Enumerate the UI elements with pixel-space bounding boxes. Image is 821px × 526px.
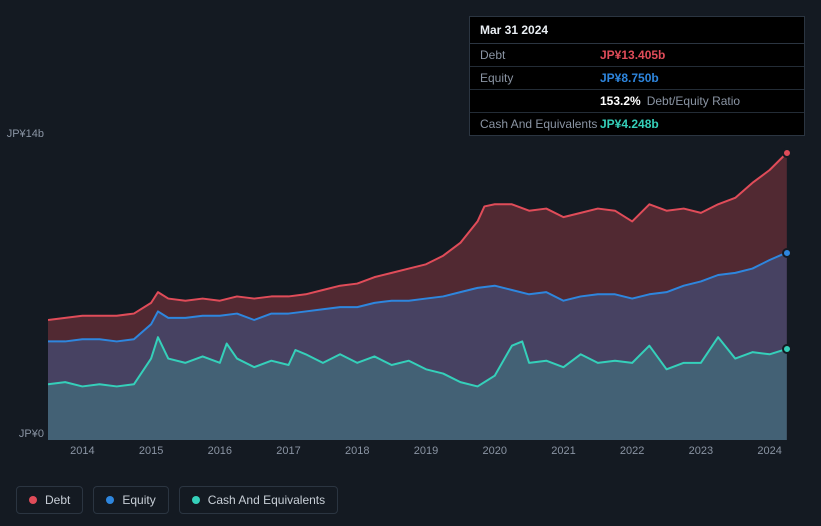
legend-dot-icon — [29, 496, 37, 504]
x-tick: 2021 — [551, 445, 575, 457]
tooltip-row: 153.2% Debt/Equity Ratio — [470, 90, 804, 113]
x-tick: 2020 — [482, 445, 506, 457]
legend-dot-icon — [192, 496, 200, 504]
tooltip-row: EquityJP¥8.750b — [470, 67, 804, 90]
tooltip-extra: Debt/Equity Ratio — [647, 94, 740, 108]
legend-label: Cash And Equivalents — [208, 493, 325, 507]
tooltip-label: Debt — [480, 48, 600, 62]
chart-plot-area[interactable] — [48, 140, 804, 440]
legend-dot-icon — [106, 496, 114, 504]
chart-tooltip: Mar 31 2024 DebtJP¥13.405bEquityJP¥8.750… — [469, 16, 805, 136]
tooltip-value: 153.2% — [600, 94, 641, 108]
tooltip-label: Cash And Equivalents — [480, 117, 600, 131]
end-marker-cash — [782, 344, 792, 354]
area-chart-svg — [48, 140, 804, 440]
legend-label: Debt — [45, 493, 70, 507]
legend-item[interactable]: Cash And Equivalents — [179, 486, 338, 514]
x-tick: 2016 — [208, 445, 232, 457]
end-marker-equity — [782, 248, 792, 258]
x-tick: 2023 — [689, 445, 713, 457]
tooltip-row: Cash And EquivalentsJP¥4.248b — [470, 113, 804, 135]
legend-item[interactable]: Equity — [93, 486, 168, 514]
x-tick: 2014 — [70, 445, 94, 457]
tooltip-date: Mar 31 2024 — [470, 17, 804, 44]
tooltip-value: JP¥8.750b — [600, 71, 659, 85]
x-tick: 2018 — [345, 445, 369, 457]
tooltip-value: JP¥4.248b — [600, 117, 659, 131]
legend-label: Equity — [122, 493, 155, 507]
end-marker-debt — [782, 148, 792, 158]
x-tick: 2015 — [139, 445, 163, 457]
x-tick: 2022 — [620, 445, 644, 457]
legend-item[interactable]: Debt — [16, 486, 83, 514]
x-tick: 2019 — [414, 445, 438, 457]
x-tick: 2024 — [757, 445, 781, 457]
y-axis-label-bottom: JP¥0 — [0, 428, 44, 440]
y-axis-label-top: JP¥14b — [0, 128, 44, 140]
tooltip-label: Equity — [480, 71, 600, 85]
x-tick: 2017 — [276, 445, 300, 457]
tooltip-value: JP¥13.405b — [600, 48, 665, 62]
tooltip-row: DebtJP¥13.405b — [470, 44, 804, 67]
x-axis: 2014 2015 2016 2017 2018 2019 2020 2021 2022 2023… — [48, 445, 804, 461]
tooltip-label — [480, 94, 600, 108]
tooltip-rows: DebtJP¥13.405bEquityJP¥8.750b153.2%Debt/… — [470, 44, 804, 135]
chart-legend: Debt Equity Cash And Equivalents — [16, 486, 338, 514]
